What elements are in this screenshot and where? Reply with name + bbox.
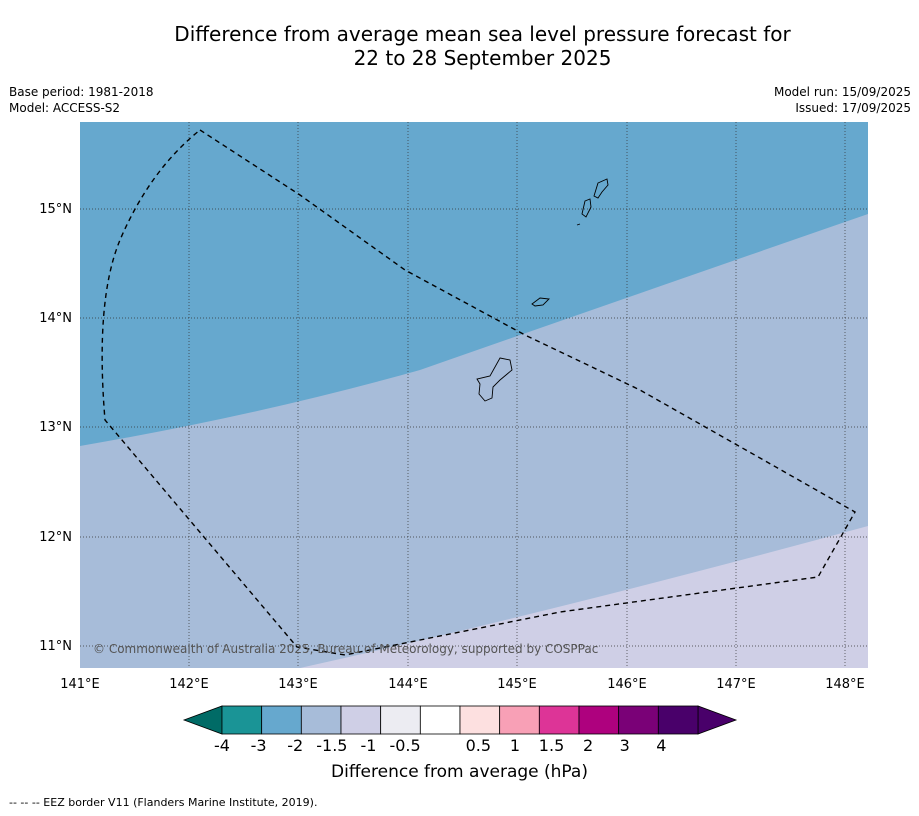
colorbar-extend-low — [184, 706, 222, 734]
colorbar-tick-label: 4 — [656, 736, 666, 755]
colorbar: -4 -3 -2 -1.5 -1 -0.5 0.5 1 1.5 2 3 4 — [184, 706, 736, 755]
colorbar-tick-label: -3 — [251, 736, 267, 755]
lat-label-12n: 12°N — [39, 530, 72, 545]
colorbar-tick-label: 0.5 — [466, 736, 491, 755]
lat-label-15n: 15°N — [39, 202, 72, 217]
colorbar-tick-label: 1 — [510, 736, 520, 755]
colorbar-extend-high — [698, 706, 736, 734]
colorbar-title: Difference from average (hPa) — [0, 762, 919, 782]
lon-label-141e: 141°E — [60, 677, 100, 692]
colorbar-tick-label: -2 — [287, 736, 303, 755]
colorbar-tick-label: 2 — [583, 736, 593, 755]
lon-label-145e: 145°E — [497, 677, 537, 692]
colorbar-swatch — [658, 706, 698, 734]
colorbar-swatch — [301, 706, 341, 734]
colorbar-swatch — [500, 706, 540, 734]
colorbar-swatch — [579, 706, 619, 734]
colorbar-swatch — [341, 706, 381, 734]
colorbar-swatch — [381, 706, 421, 734]
colorbar-tick-label: 3 — [620, 736, 630, 755]
colorbar-tick-label: -4 — [214, 736, 230, 755]
colorbar-swatch — [539, 706, 579, 734]
lat-label-11n: 11°N — [39, 639, 72, 654]
colorbar-swatch — [420, 706, 460, 734]
colorbar-swatch — [222, 706, 262, 734]
lon-label-146e: 146°E — [607, 677, 647, 692]
colorbar-swatch — [262, 706, 302, 734]
lat-label-14n: 14°N — [39, 311, 72, 326]
lon-label-144e: 144°E — [388, 677, 428, 692]
lon-label-143e: 143°E — [278, 677, 318, 692]
longitude-axis: 141°E 142°E 143°E 144°E 145°E 146°E 147°… — [60, 677, 865, 692]
lon-label-147e: 147°E — [716, 677, 756, 692]
lat-label-13n: 13°N — [39, 420, 72, 435]
lon-label-148e: 148°E — [825, 677, 865, 692]
colorbar-swatch — [619, 706, 659, 734]
copyright-notice: © Commonwealth of Australia 2025, Bureau… — [93, 642, 598, 656]
colorbar-tick-label: -1.5 — [316, 736, 347, 755]
colorbar-tick-label: -0.5 — [389, 736, 420, 755]
colorbar-swatch — [460, 706, 500, 734]
colorbar-tick-label: 1.5 — [539, 736, 564, 755]
latitude-axis: 15°N 14°N 13°N 12°N 11°N — [39, 202, 72, 654]
colorbar-tick-label: -1 — [360, 736, 376, 755]
eez-footnote: -- -- -- EEZ border V11 (Flanders Marine… — [9, 796, 317, 809]
lon-label-142e: 142°E — [169, 677, 209, 692]
